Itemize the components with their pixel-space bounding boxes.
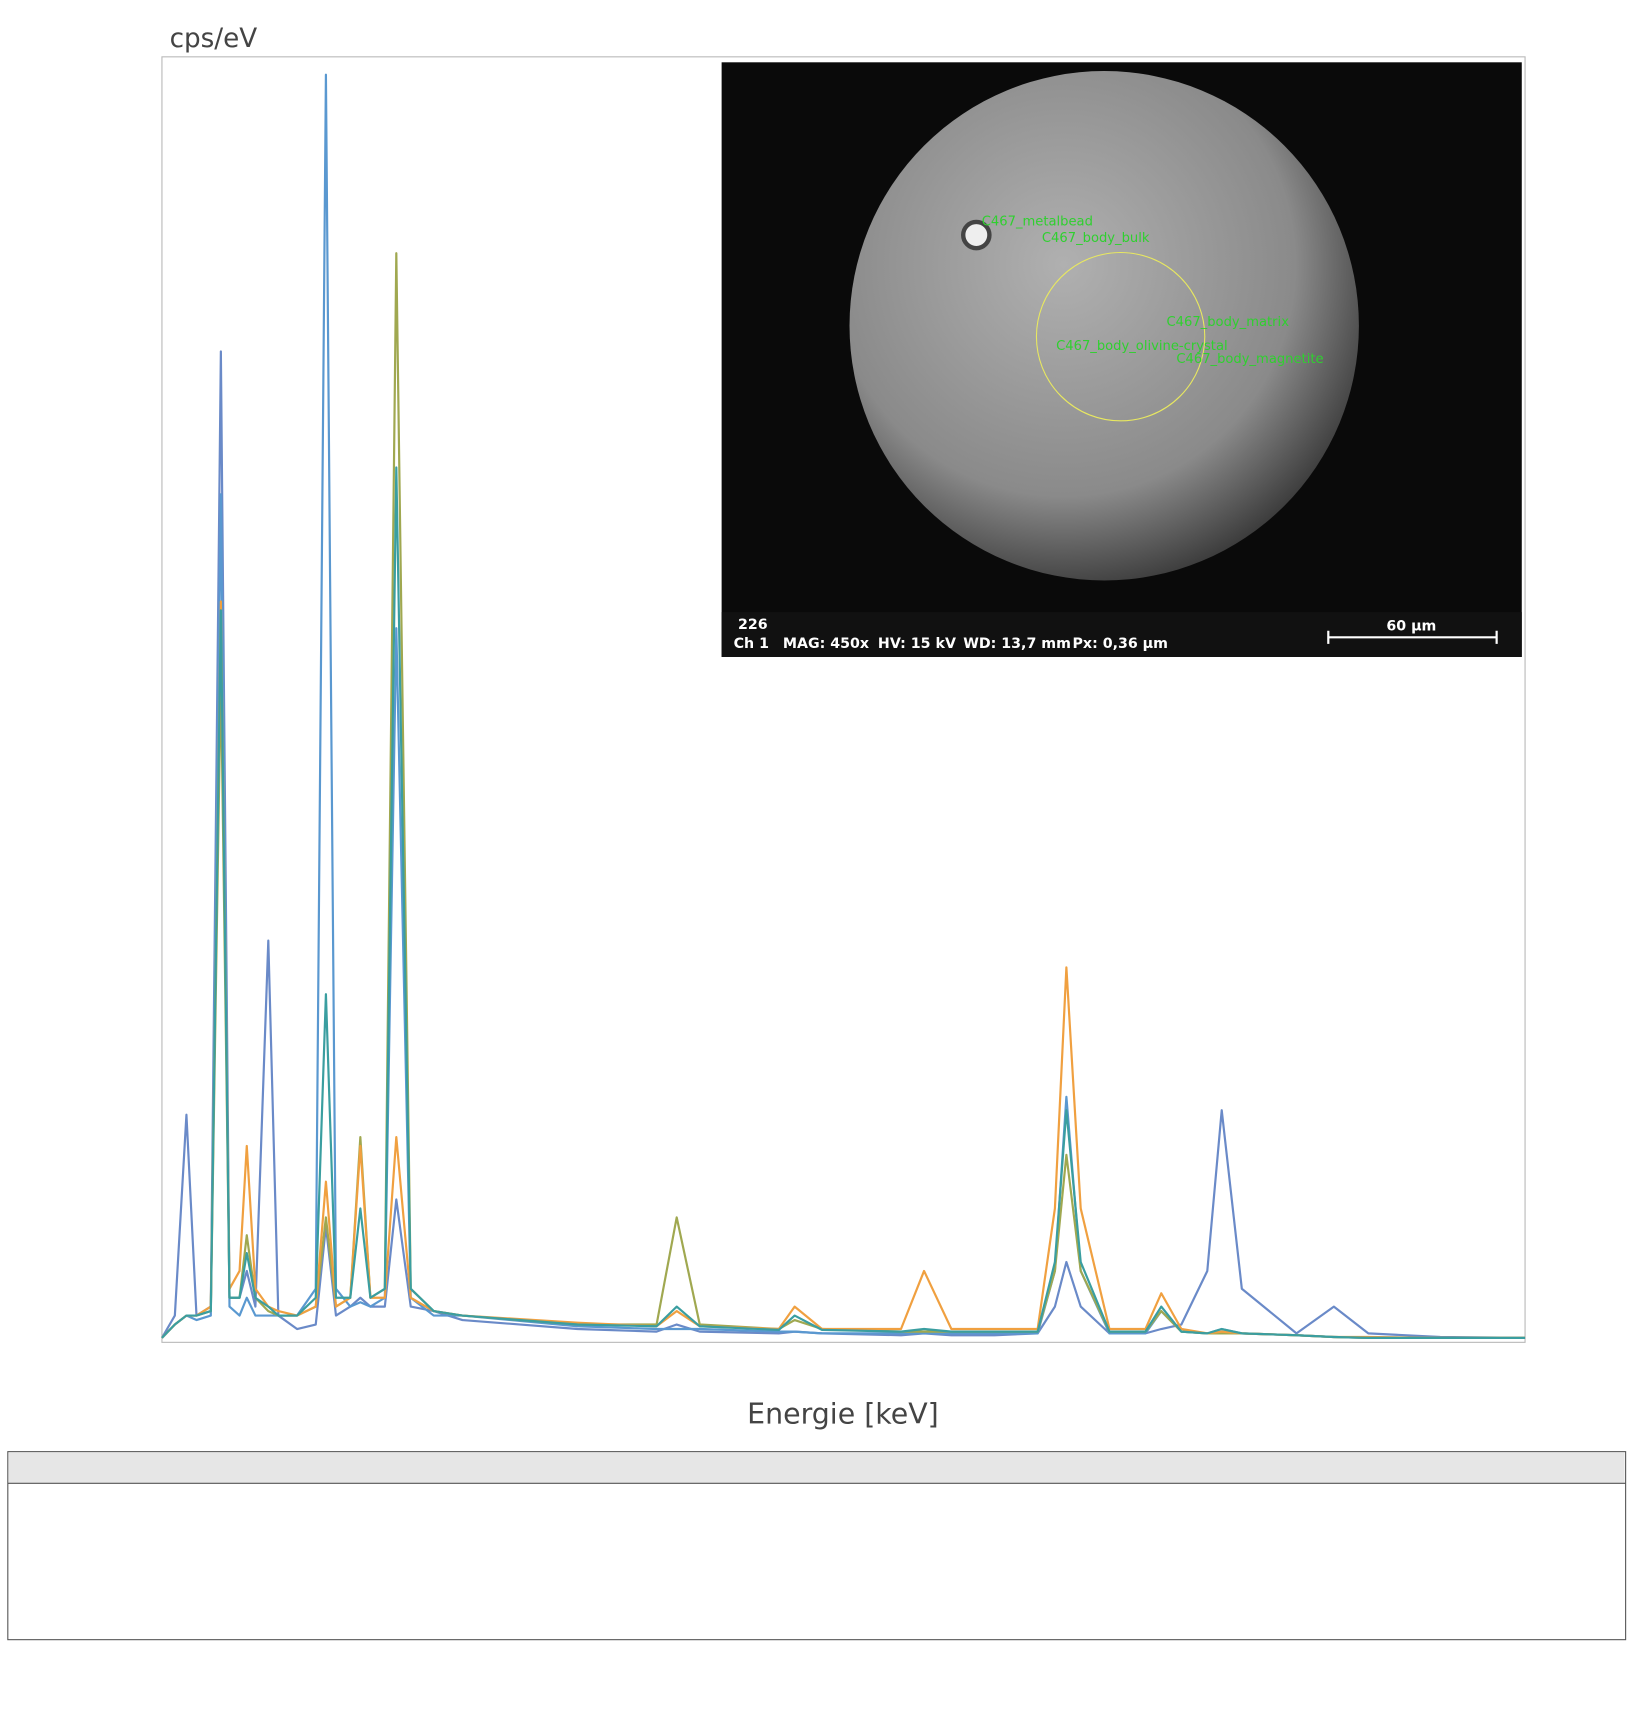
plot-frame (161, 56, 1526, 1343)
sem-wd: WD: 13,7 mm (963, 636, 1071, 652)
sem-sphere (849, 71, 1359, 581)
spectrum-line (161, 600, 1526, 1339)
sem-spot-label: C467_body_olivine-crystal (1056, 339, 1228, 354)
table-header-bg (8, 1452, 1625, 1484)
x-axis-label: Energie [keV] (747, 1398, 939, 1431)
sem-spot-label: C467_body_bulk (1042, 231, 1150, 246)
sem-spot-label: C467_body_magnetite (1176, 352, 1323, 367)
sem-spot-label: C467_metalbead (982, 214, 1093, 229)
table (7, 1451, 1627, 1641)
sem-hv: HV: 15 kV (878, 636, 956, 652)
sem-infobar (721, 612, 1522, 657)
sem-scale-bar (1327, 630, 1498, 644)
sem-scale-label: 60 µm (1386, 618, 1436, 634)
sem-metalbead (961, 219, 992, 251)
table-frame (7, 1451, 1627, 1641)
sem-channel: Ch 1 (734, 636, 769, 652)
sem-id: 226 (738, 617, 768, 633)
sem-spot-label: C467_body_matrix (1167, 315, 1290, 330)
y-axis-label: cps/eV (170, 24, 258, 54)
spectrum-line (161, 466, 1526, 1339)
sem-px: Px: 0,36 µm (1073, 636, 1168, 652)
sem-mag: MAG: 450x (783, 636, 869, 652)
sem-image: 226 Ch 1 MAG: 450x HV: 15 kV WD: 13,7 mm… (721, 62, 1522, 657)
sem-bulk-area (1035, 251, 1206, 422)
